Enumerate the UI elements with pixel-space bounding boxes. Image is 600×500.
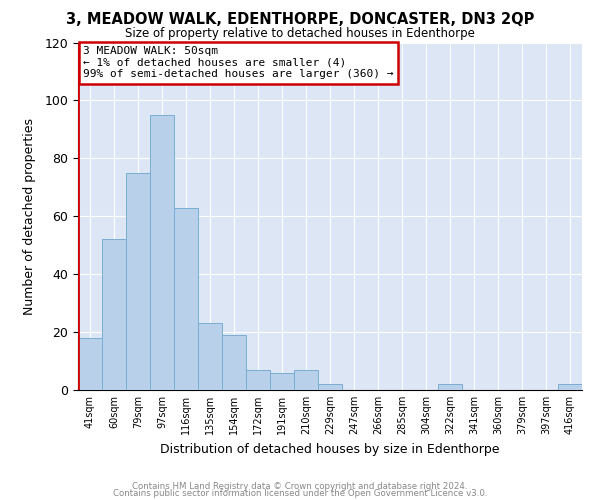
Bar: [79, 338, 101, 390]
X-axis label: Distribution of detached houses by size in Edenthorpe: Distribution of detached houses by size …: [160, 442, 500, 456]
Bar: [103, 240, 125, 390]
Bar: [271, 372, 293, 390]
Bar: [439, 384, 461, 390]
Bar: [127, 173, 149, 390]
Y-axis label: Number of detached properties: Number of detached properties: [23, 118, 36, 315]
Bar: [223, 335, 245, 390]
Bar: [175, 208, 197, 390]
Text: Contains HM Land Registry data © Crown copyright and database right 2024.: Contains HM Land Registry data © Crown c…: [132, 482, 468, 491]
Bar: [559, 384, 581, 390]
Text: 3 MEADOW WALK: 50sqm
← 1% of detached houses are smaller (4)
99% of semi-detache: 3 MEADOW WALK: 50sqm ← 1% of detached ho…: [83, 46, 394, 79]
Bar: [319, 384, 341, 390]
Text: Size of property relative to detached houses in Edenthorpe: Size of property relative to detached ho…: [125, 28, 475, 40]
Bar: [151, 115, 173, 390]
Bar: [247, 370, 269, 390]
Text: Contains public sector information licensed under the Open Government Licence v3: Contains public sector information licen…: [113, 490, 487, 498]
Text: 3, MEADOW WALK, EDENTHORPE, DONCASTER, DN3 2QP: 3, MEADOW WALK, EDENTHORPE, DONCASTER, D…: [66, 12, 534, 28]
Bar: [199, 324, 221, 390]
Bar: [295, 370, 317, 390]
